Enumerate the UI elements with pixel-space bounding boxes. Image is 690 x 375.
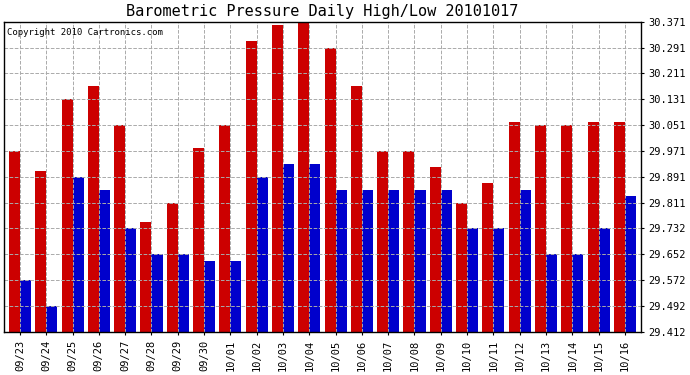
Bar	[535, 125, 546, 332]
Bar	[88, 86, 99, 332]
Bar	[362, 190, 373, 332]
Bar	[509, 122, 520, 332]
Bar	[467, 228, 478, 332]
Bar	[167, 203, 178, 332]
Bar	[520, 190, 531, 332]
Bar	[61, 99, 72, 332]
Bar	[283, 164, 294, 332]
Bar	[219, 125, 230, 332]
Bar	[246, 41, 257, 332]
Bar	[99, 190, 110, 332]
Bar	[572, 254, 583, 332]
Bar	[415, 190, 426, 332]
Bar	[114, 125, 125, 332]
Bar	[204, 261, 215, 332]
Bar	[625, 196, 636, 332]
Bar	[377, 151, 388, 332]
Bar	[309, 164, 320, 332]
Bar	[430, 167, 441, 332]
Bar	[546, 254, 557, 332]
Bar	[614, 122, 625, 332]
Bar	[230, 261, 241, 332]
Bar	[125, 228, 136, 332]
Bar	[588, 122, 599, 332]
Bar	[335, 190, 346, 332]
Bar	[298, 22, 309, 332]
Bar	[441, 190, 452, 332]
Bar	[141, 222, 152, 332]
Bar	[456, 203, 467, 332]
Bar	[152, 254, 163, 332]
Bar	[20, 280, 31, 332]
Bar	[35, 171, 46, 332]
Bar	[599, 228, 610, 332]
Bar	[388, 190, 400, 332]
Bar	[257, 177, 268, 332]
Bar	[561, 125, 572, 332]
Text: Copyright 2010 Cartronics.com: Copyright 2010 Cartronics.com	[8, 28, 164, 37]
Bar	[9, 151, 20, 332]
Bar	[193, 148, 204, 332]
Bar	[272, 25, 283, 332]
Bar	[351, 86, 362, 332]
Title: Barometric Pressure Daily High/Low 20101017: Barometric Pressure Daily High/Low 20101…	[126, 4, 519, 19]
Bar	[324, 48, 335, 332]
Bar	[72, 177, 83, 332]
Bar	[493, 228, 504, 332]
Bar	[178, 254, 189, 332]
Bar	[404, 151, 415, 332]
Bar	[46, 306, 57, 332]
Bar	[482, 183, 493, 332]
